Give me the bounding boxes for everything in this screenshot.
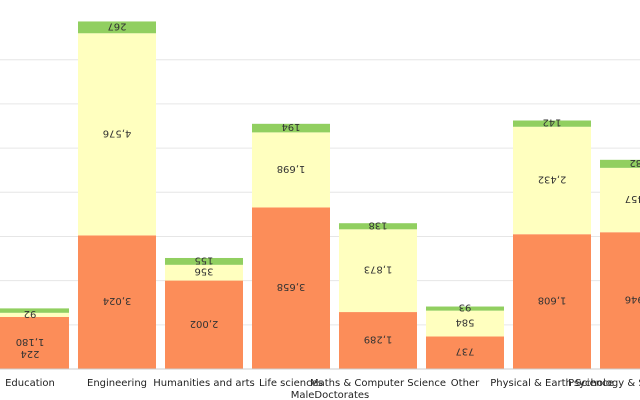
bar-segment: [513, 126, 591, 235]
data-label: 194: [281, 121, 300, 132]
x-tick-label: Engineering: [87, 378, 147, 389]
data-label: 267: [107, 20, 126, 31]
bar-segment: [600, 167, 640, 233]
x-axis-title: MaleDoctorates: [291, 390, 370, 400]
bar-segment: [0, 308, 69, 313]
bar-segment: [252, 132, 330, 208]
bar-segment: [165, 257, 243, 265]
bars: [0, 21, 640, 369]
x-tick-label: Psychology & Social Science: [568, 378, 640, 389]
data-label: 93: [459, 302, 472, 313]
x-tick-label: Physical & Earth Science: [490, 378, 614, 389]
bar-segment: [600, 159, 640, 168]
data-label: 1,873: [364, 264, 393, 275]
data-label: 2,432: [538, 173, 567, 184]
bar-segment: [78, 33, 156, 236]
data-label: 3,658: [277, 281, 306, 292]
bar-segment: [252, 123, 330, 133]
x-tick-label: Life sciences: [259, 378, 323, 389]
x-tick-label: Maths & Computer Science: [310, 378, 446, 389]
x-tick-labels: Education Engineering Humanities and arts L…: [5, 378, 640, 389]
data-label: 182: [629, 157, 640, 168]
x-tick-label: Other: [451, 378, 480, 389]
data-label: 155: [194, 254, 213, 265]
data-label: 4,576: [103, 127, 132, 138]
bar-segment: [339, 223, 417, 230]
x-tick-label: Education: [5, 378, 55, 389]
bar-segment: [0, 316, 69, 369]
bar-segment: [0, 312, 69, 317]
data-label: 737: [455, 346, 474, 357]
data-label: 1,457: [625, 193, 640, 204]
data-label: 1,289: [364, 334, 393, 345]
data-label: 584: [455, 317, 474, 328]
data-label: 3,024: [103, 295, 132, 306]
data-label: 1,180: [16, 336, 45, 347]
bar-segment: [426, 310, 504, 337]
bar-segment: [165, 264, 243, 281]
data-label: 142: [542, 117, 561, 128]
bar-segment: [513, 234, 591, 369]
data-label: 1,608: [538, 295, 567, 306]
bar-segment: [78, 21, 156, 34]
bar-segment: [165, 280, 243, 369]
data-label: 1,946: [625, 294, 640, 305]
data-label: 356: [194, 266, 213, 277]
bar-segment: [426, 336, 504, 369]
data-label: 224: [20, 348, 39, 359]
bar-segment: [513, 120, 591, 127]
data-label: 138: [368, 219, 387, 230]
x-tick-label: Humanities and arts: [153, 378, 254, 389]
bar-segment: [339, 229, 417, 313]
bar-segment: [78, 235, 156, 369]
bar-segment: [426, 306, 504, 311]
data-label: 2,002: [190, 318, 219, 329]
data-label: 1,698: [277, 163, 306, 174]
bar-segment: [339, 312, 417, 369]
bar-segment: [600, 232, 640, 369]
data-label: 92: [24, 308, 37, 319]
bar-segment: [252, 207, 330, 369]
